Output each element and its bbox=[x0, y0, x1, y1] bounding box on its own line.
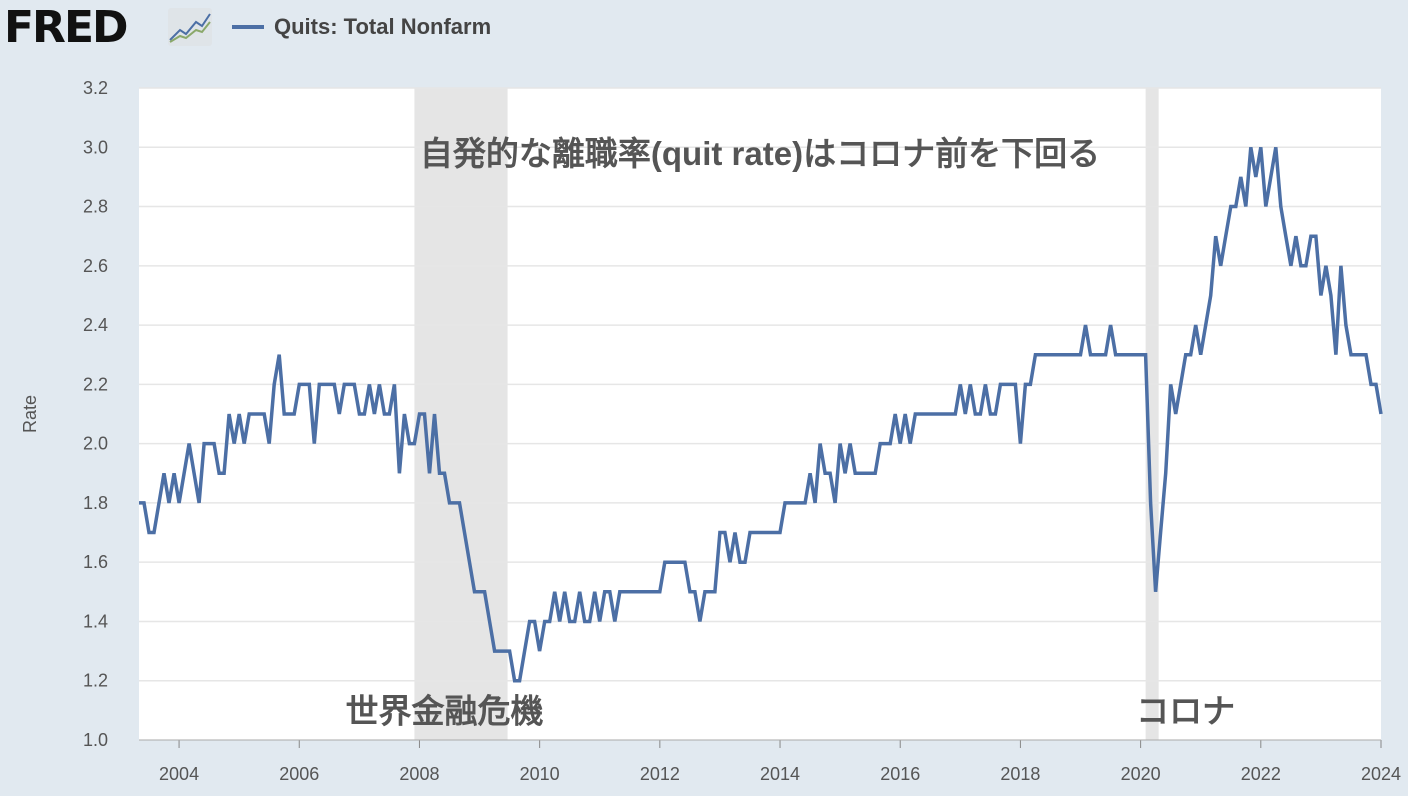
x-tick-label: 2024 bbox=[1361, 764, 1401, 784]
x-tick-label: 2010 bbox=[520, 764, 560, 784]
y-tick-label: 2.4 bbox=[83, 315, 108, 335]
annotation-label: 世界金融危機 bbox=[345, 692, 543, 729]
legend-swatch bbox=[232, 25, 264, 29]
y-tick-label: 2.8 bbox=[83, 197, 108, 217]
y-tick-label: 1.4 bbox=[83, 611, 108, 631]
y-tick-label: 3.0 bbox=[83, 137, 108, 157]
y-tick-label: 2.0 bbox=[83, 434, 108, 454]
series-line bbox=[139, 147, 1383, 683]
legend[interactable]: Quits: Total Nonfarm bbox=[232, 14, 491, 40]
chart-header: FRED Quits: Total Nonfarm bbox=[0, 0, 1408, 60]
y-tick-label: 1.8 bbox=[83, 493, 108, 513]
x-tick-label: 2004 bbox=[159, 764, 199, 784]
y-tick-label: 2.6 bbox=[83, 256, 108, 276]
x-tick-label: 2008 bbox=[399, 764, 439, 784]
line-chart-icon bbox=[168, 8, 212, 46]
x-tick-label: 2006 bbox=[279, 764, 319, 784]
x-tick-label: 2020 bbox=[1121, 764, 1161, 784]
plot-area bbox=[139, 88, 1381, 740]
x-tick-label: 2018 bbox=[1000, 764, 1040, 784]
x-tick-label: 2016 bbox=[880, 764, 920, 784]
y-tick-label: 3.2 bbox=[83, 78, 108, 98]
y-tick-label: 1.2 bbox=[83, 671, 108, 691]
legend-label: Quits: Total Nonfarm bbox=[274, 14, 492, 39]
x-tick-label: 2012 bbox=[640, 764, 680, 784]
y-tick-label: 2.2 bbox=[83, 374, 108, 394]
annotation-label: 自発的な離職率(quit rate)はコロナ前を下回る bbox=[420, 135, 1100, 172]
y-tick-label: 1.0 bbox=[83, 730, 108, 750]
annotation-label: コロナ bbox=[1136, 692, 1235, 729]
fred-logo[interactable]: FRED bbox=[4, 2, 129, 53]
y-tick-label: 1.6 bbox=[83, 552, 108, 572]
y-axis-label: Rate bbox=[20, 395, 40, 433]
x-tick-label: 2022 bbox=[1241, 764, 1281, 784]
x-tick-label: 2014 bbox=[760, 764, 800, 784]
